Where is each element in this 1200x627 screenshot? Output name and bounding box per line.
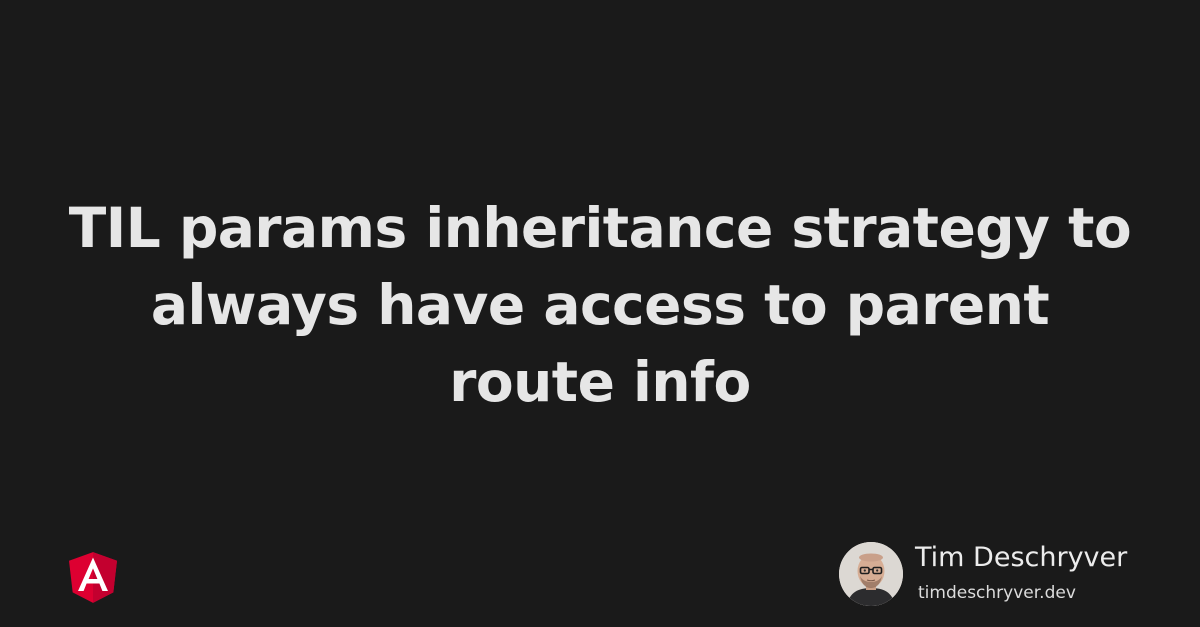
- title-container: TIL params inheritance strategy to alway…: [60, 190, 1140, 421]
- author-block: Tim Deschryver timdeschryver.dev: [839, 542, 1159, 608]
- post-title: TIL params inheritance strategy to alway…: [68, 196, 1132, 414]
- author-avatar: [839, 542, 903, 606]
- author-name: Tim Deschryver: [915, 542, 1128, 573]
- angular-icon: [69, 552, 117, 603]
- author-website: timdeschryver.dev: [918, 583, 1076, 603]
